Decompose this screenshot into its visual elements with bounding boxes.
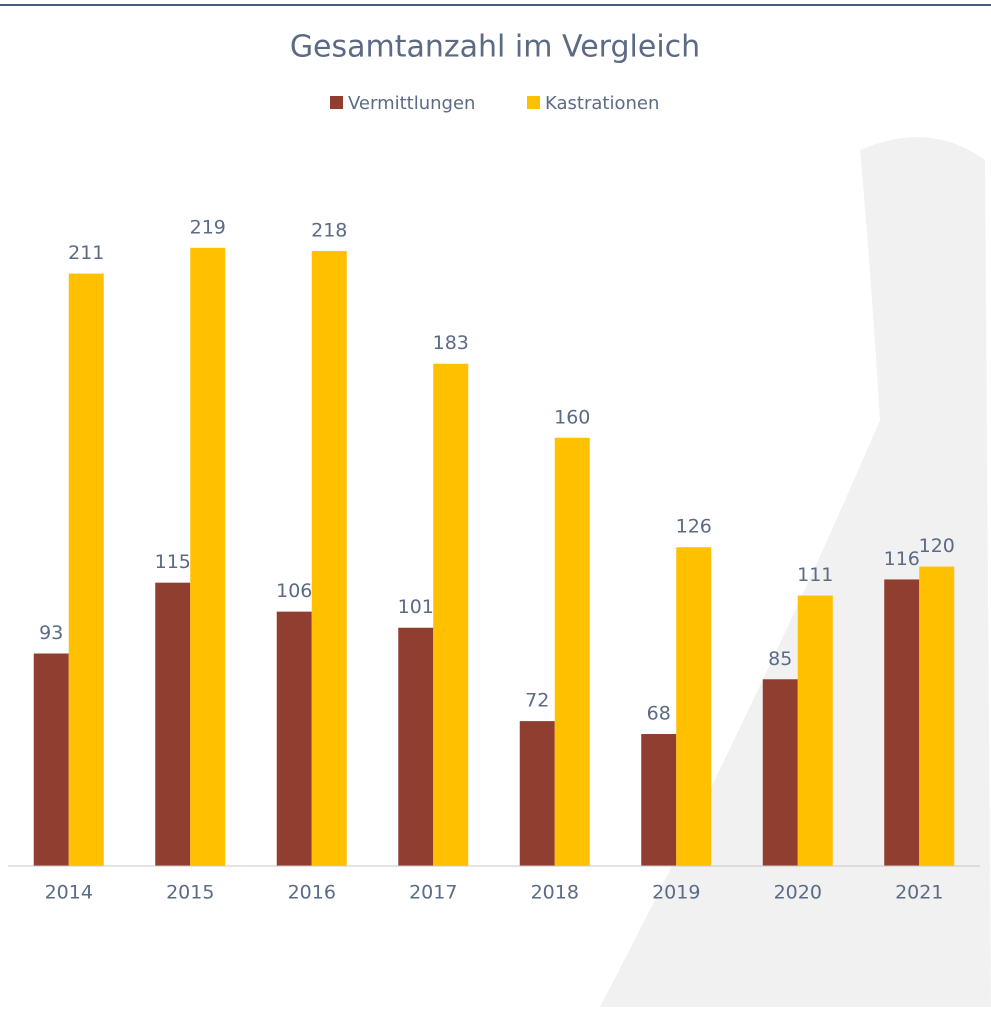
x-tick-label: 2021 bbox=[895, 882, 943, 904]
bar bbox=[798, 596, 833, 866]
x-tick-label: 2017 bbox=[409, 882, 457, 904]
data-label: 211 bbox=[68, 242, 104, 264]
bar bbox=[190, 248, 225, 866]
chart: Gesamtanzahl im Vergleich Vermittlungen K… bbox=[0, 0, 991, 1007]
legend-label: Vermittlungen bbox=[348, 93, 475, 114]
data-label: 93 bbox=[39, 622, 63, 644]
x-tick-label: 2018 bbox=[531, 882, 579, 904]
data-label: 72 bbox=[525, 690, 549, 712]
data-label: 85 bbox=[768, 648, 792, 670]
data-label: 218 bbox=[311, 220, 347, 242]
x-tick-label: 2016 bbox=[288, 882, 336, 904]
x-tick-label: 2020 bbox=[774, 882, 822, 904]
bar bbox=[312, 251, 347, 866]
bar bbox=[69, 274, 104, 866]
bar bbox=[555, 438, 590, 866]
bar bbox=[34, 653, 69, 866]
data-label: 126 bbox=[676, 516, 712, 538]
data-label: 160 bbox=[554, 406, 590, 428]
data-label: 219 bbox=[190, 216, 226, 238]
bar bbox=[884, 579, 919, 866]
bar bbox=[398, 628, 433, 866]
bar bbox=[676, 547, 711, 866]
x-tick-label: 2015 bbox=[166, 882, 214, 904]
legend-swatch bbox=[330, 96, 343, 109]
x-tick-label: 2014 bbox=[45, 882, 93, 904]
data-label: 111 bbox=[797, 564, 833, 586]
data-label: 116 bbox=[884, 548, 920, 570]
data-label: 68 bbox=[647, 702, 671, 724]
bar bbox=[919, 567, 954, 866]
bar bbox=[763, 679, 798, 866]
x-tick-label: 2019 bbox=[652, 882, 700, 904]
bar bbox=[155, 583, 190, 866]
legend-label: Kastrationen bbox=[545, 93, 659, 114]
data-label: 183 bbox=[433, 332, 469, 354]
bar bbox=[641, 734, 676, 866]
data-label: 106 bbox=[276, 580, 312, 602]
legend: Vermittlungen Kastrationen bbox=[330, 93, 659, 114]
bar bbox=[520, 721, 555, 866]
bar bbox=[433, 364, 468, 866]
chart-title: Gesamtanzahl im Vergleich bbox=[290, 30, 700, 65]
legend-swatch bbox=[527, 96, 540, 109]
data-label: 101 bbox=[398, 596, 434, 618]
bar bbox=[277, 612, 312, 866]
data-label: 115 bbox=[155, 551, 191, 573]
page: Gesamtanzahl im Vergleich Vermittlungen K… bbox=[0, 0, 991, 1011]
data-label: 120 bbox=[919, 535, 955, 557]
